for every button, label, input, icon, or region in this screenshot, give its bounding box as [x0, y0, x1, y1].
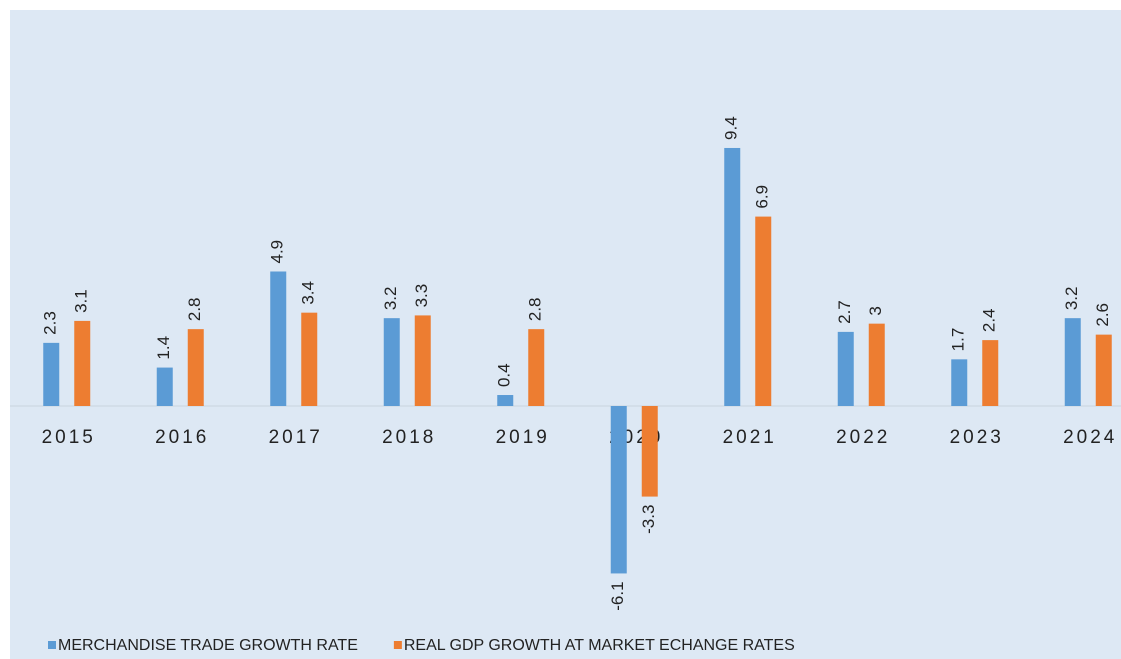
legend-swatch — [393, 641, 402, 649]
x-tick-label: 2016 — [155, 427, 209, 448]
bar — [156, 367, 173, 406]
data-label: 4.9 — [268, 240, 287, 264]
bar — [724, 147, 741, 406]
x-tick-label: 2024 — [1063, 427, 1117, 448]
data-label: 2.8 — [526, 297, 545, 321]
bar — [187, 329, 204, 406]
x-tick-label: 2022 — [836, 427, 890, 448]
legend-swatch — [48, 641, 56, 649]
bar — [837, 331, 854, 406]
data-label: 3 — [866, 306, 885, 315]
x-tick-label: 2015 — [42, 427, 96, 448]
data-label: 6.9 — [753, 185, 772, 209]
x-tick-label: 2017 — [269, 427, 323, 448]
x-tick-label: 2019 — [496, 427, 550, 448]
bar — [868, 323, 885, 406]
x-tick-label: 2021 — [723, 427, 777, 448]
x-tick-label: 2023 — [950, 427, 1004, 448]
data-label: -3.3 — [639, 505, 658, 534]
data-label: 2.3 — [41, 311, 60, 335]
data-label: 2.8 — [185, 297, 204, 321]
bar — [301, 312, 318, 406]
data-label: 9.4 — [722, 116, 741, 140]
bar — [528, 329, 545, 406]
bar — [497, 395, 514, 406]
legend-label: MERCHANDISE TRADE GROWTH RATE — [58, 637, 358, 654]
data-label: 3.3 — [412, 284, 431, 308]
bar — [414, 315, 431, 406]
legend-label: REAL GDP GROWTH AT MARKET ECHANGE RATES — [404, 637, 795, 654]
bar — [270, 271, 287, 406]
bar — [1095, 334, 1112, 406]
data-label: 3.1 — [72, 289, 91, 313]
data-label: 2.4 — [980, 308, 999, 332]
bar — [641, 406, 658, 497]
bar — [755, 216, 772, 406]
bar — [610, 406, 627, 574]
x-tick-label: 2018 — [382, 427, 436, 448]
bar — [43, 342, 60, 406]
bar — [1064, 318, 1081, 406]
data-label: 0.4 — [495, 363, 514, 387]
data-label: -6.1 — [608, 581, 627, 610]
bar — [982, 340, 999, 406]
bar — [74, 320, 91, 406]
data-label: 1.7 — [949, 328, 968, 352]
data-label: 3.4 — [299, 281, 318, 305]
bar — [951, 359, 968, 406]
data-label: 3.2 — [1062, 287, 1081, 311]
data-label: 3.2 — [381, 287, 400, 311]
data-label: 2.7 — [835, 300, 854, 324]
data-label: 1.4 — [154, 336, 173, 360]
data-label: 2.6 — [1093, 303, 1112, 327]
bar — [383, 318, 400, 406]
